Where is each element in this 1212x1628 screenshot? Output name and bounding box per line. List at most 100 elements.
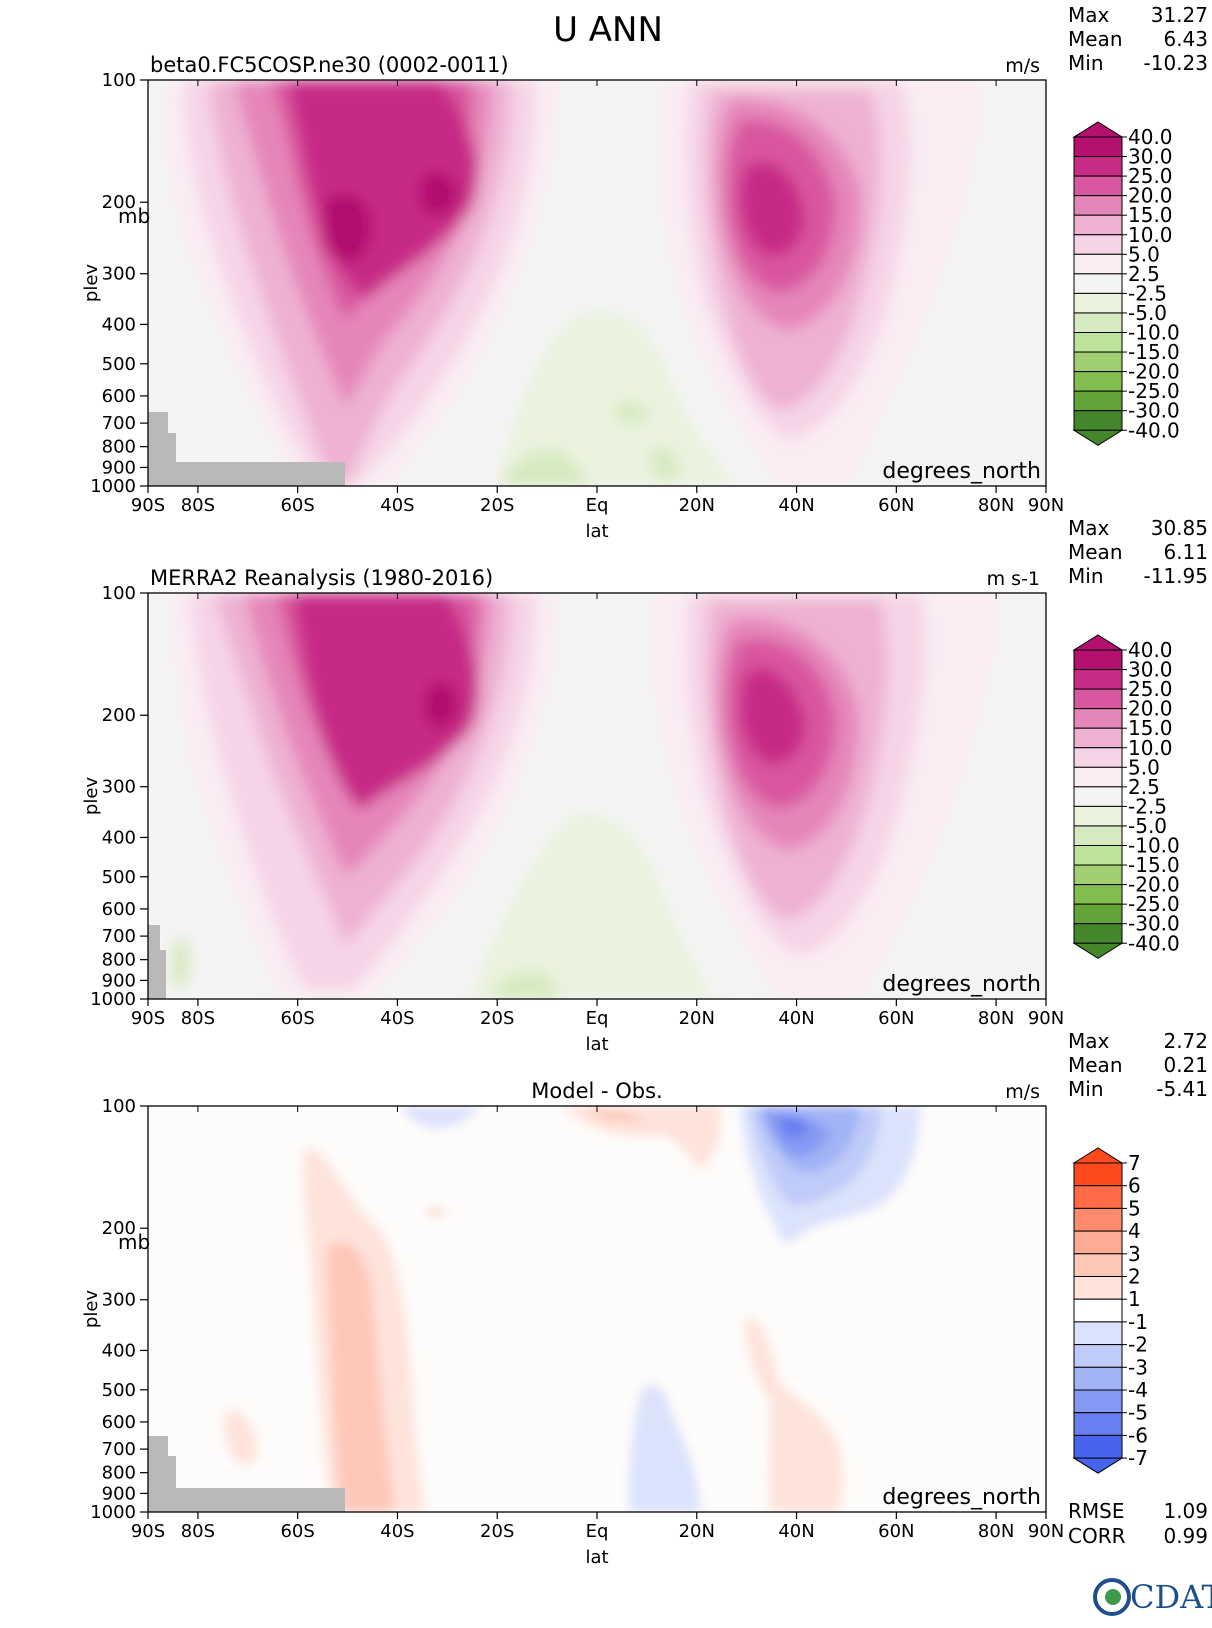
stat-value: 6.43 [1163,27,1208,51]
colorbar-segment [1073,649,1123,671]
colorbar-segment [1073,845,1123,866]
colorbar-segment [1073,805,1123,827]
colorbar-segment [1073,156,1123,177]
stat-label: Min [1068,564,1104,588]
y-tick-label: 900 [102,1483,136,1504]
colorbar-label: -10.0 [1128,834,1180,858]
x-tick-label: Eq [586,1521,609,1542]
stat-value: 30.85 [1151,516,1208,540]
colorbar-label: -2 [1128,1333,1148,1357]
colorbar-label: 10.0 [1128,223,1173,247]
colorbar-segment [1073,903,1123,925]
colorbar-label: 20.0 [1128,184,1173,208]
panel-units: m/s [1005,55,1040,77]
colorbar-label: -2.5 [1128,794,1167,818]
colorbar-label: 25.0 [1128,677,1173,701]
panel-units: m s-1 [987,568,1040,590]
x-tick-label: 40N [778,1008,814,1029]
colorbar-label: 20.0 [1128,697,1173,721]
x-tick-label: 20S [480,1008,514,1029]
y-tick-label: 400 [102,827,136,848]
panel-obs: MERRA2 Reanalysis (1980-2016) m s-1 Max … [81,516,1208,1055]
colorbar-label: -5.0 [1128,814,1167,838]
colorbar-label: 1 [1128,1287,1141,1311]
cdat-logo: CDAT [1093,1578,1212,1616]
x-tick-label: 20N [679,495,715,516]
x-tick-label: Eq [586,1008,609,1029]
y-tick-label: 200 [102,1218,136,1239]
x-tick-label: 40S [380,495,414,516]
colorbar-segment [1073,273,1123,294]
x-units-label: degrees_north [882,972,1041,997]
y-tick-label: 100 [102,70,136,91]
x-tick-label: 90S [131,495,165,516]
y-tick-label: 500 [102,1380,136,1401]
colorbar-segment [1073,825,1123,847]
colorbar-segment [1073,669,1123,690]
colorbar-label: -20.0 [1128,360,1180,384]
stat-value: 2.72 [1163,1029,1208,1053]
panel-title: MERRA2 Reanalysis (1980-2016) [150,566,493,590]
x-tick-label: 90S [131,1521,165,1542]
stat-label: Max [1068,1029,1110,1053]
colorbar-label: 5.0 [1128,755,1160,779]
panel-diff: Model - Obs. m/s Max 2.72 Mean 0.21 Min … [81,1029,1208,1568]
colorbar-label: -25.0 [1128,892,1180,916]
colorbar-label: -5.0 [1128,301,1167,325]
colorbar-label: -40.0 [1128,931,1180,955]
y-units-label: mb [118,204,150,228]
stat-label: Mean [1068,27,1123,51]
cdat-logo-icon [1093,1578,1131,1616]
y-tick-label: 100 [102,1096,136,1117]
x-tick-label: 60S [280,495,314,516]
x-tick-label: 80S [181,1008,215,1029]
colorbar: 40.030.025.020.015.010.05.02.5-2.5-5.0-1… [1072,121,1180,446]
panel-title: Model - Obs. [531,1079,662,1103]
colorbar-label: -1 [1128,1310,1148,1334]
plot-background [148,1106,1046,1512]
colorbar-label: 10.0 [1128,736,1173,760]
stat-label: Mean [1068,1053,1123,1077]
colorbar-label: -2.5 [1128,281,1167,305]
panel-title: beta0.FC5COSP.ne30 (0002-0011) [150,53,509,77]
y-tick-label: 900 [102,457,136,478]
y-tick-label: 400 [102,314,136,335]
colorbar-segment [1073,371,1123,392]
colorbar-segment [1073,747,1123,768]
colorbar-arrow-top [1072,1147,1124,1164]
colorbar-segment [1073,1389,1123,1414]
colorbar-label: 2.5 [1128,262,1160,286]
x-axis: 90S 80S 60S 40S 20S Eq 20N 40N 60N 80N 90N [131,1106,1064,1542]
colorbar-arrow-bottom [1072,429,1124,446]
stat-value: -10.23 [1144,51,1208,75]
colorbar-segment [1073,1434,1123,1459]
y-tick-label: 600 [102,1412,136,1433]
stat-label: CORR [1068,1524,1126,1548]
colorbar-segment [1073,864,1123,886]
stat-label: RMSE [1068,1499,1124,1523]
colorbar-segment [1073,708,1123,729]
y-tick-label: 900 [102,970,136,991]
colorbar-label: -30.0 [1128,912,1180,936]
colorbar-segment [1073,410,1123,431]
stat-value: 6.11 [1163,540,1208,564]
colorbar-label: -3 [1128,1355,1148,1379]
colorbar-label: 15.0 [1128,203,1173,227]
colorbar-label: 30.0 [1128,658,1173,682]
colorbar-segment [1073,1185,1123,1209]
colorbar-label: -4 [1128,1378,1148,1402]
colorbar-label: -20.0 [1128,873,1180,897]
colorbar-label: 5 [1128,1196,1141,1220]
error-stats-block: RMSE 1.09 CORR 0.99 [1068,1499,1208,1548]
x-tick-label: 90S [131,1008,165,1029]
y-tick-label: 800 [102,950,136,971]
field-contours [163,80,981,486]
stat-label: Mean [1068,540,1123,564]
x-tick-label: 80N [978,495,1014,516]
colorbar-label: -7 [1128,1446,1148,1470]
x-tick-label: 90N [1028,495,1064,516]
y-tick-label: 300 [102,264,136,285]
